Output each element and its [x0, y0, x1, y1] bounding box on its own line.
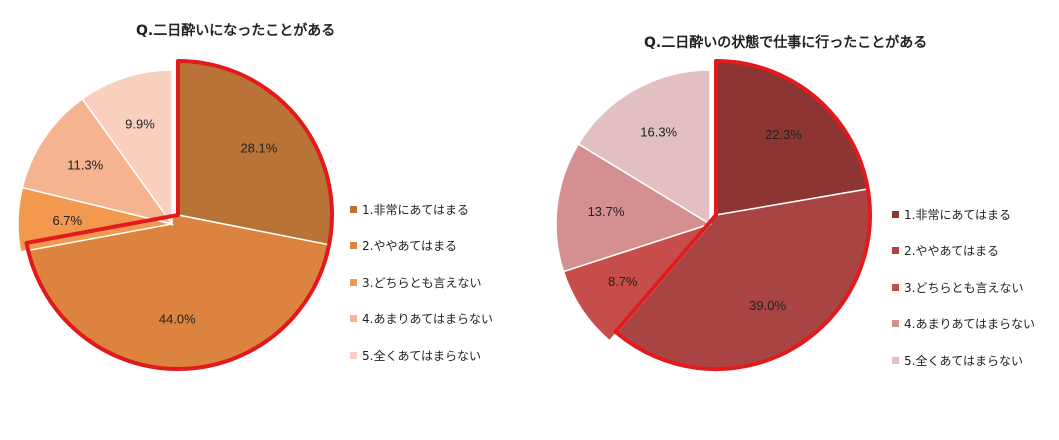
legend-label: 2.ややあてはまる: [362, 239, 457, 253]
legend-label: 3.どちらとも言えない: [362, 275, 482, 290]
legend-label: 1.非常にあてはまる: [904, 207, 1011, 222]
data-label: 11.3%: [67, 157, 103, 172]
data-label: 28.1%: [240, 141, 277, 156]
legend-swatch: [350, 351, 357, 359]
pie-slice-4: [555, 142, 712, 273]
data-label: 6.7%: [52, 213, 82, 228]
legend-label: 4.あまりあてはまらない: [362, 312, 493, 326]
legend-swatch: [892, 356, 899, 364]
chart-title: Q.二日酔いになったことがある: [136, 23, 336, 39]
data-label: 16.3%: [640, 125, 677, 140]
legend-item: 4.あまりあてはまらない: [350, 311, 493, 327]
data-label: 13.7%: [588, 204, 625, 219]
legend-swatch: [350, 278, 357, 286]
legend: 1.非常にあてはまる 2.ややあてはまる 3.どちらとも言えない 4.あまりあてはまら…: [892, 206, 1035, 389]
legend-item: 2.ややあてはまる: [350, 238, 493, 254]
legend: 1.非常にあてはまる 2.ややあてはまる 3.どちらとも言えない 4.あまりあてはまら…: [350, 201, 493, 384]
legend-swatch: [892, 283, 899, 291]
legend-item: 5.全くあてはまらない: [350, 347, 493, 363]
legend-item: 1.非常にあてはまる: [350, 201, 493, 217]
legend-item: 3.どちらとも言えない: [350, 274, 493, 290]
pie-chart: 22.3% 39.0% 8.7% 13.7% 16.3%: [555, 59, 872, 371]
data-label: 22.3%: [765, 127, 802, 142]
pie-slice-5: [577, 69, 711, 226]
legend-item: 3.どちらとも言えない: [892, 279, 1035, 295]
legend-swatch: [892, 320, 899, 327]
data-label: 39.0%: [749, 298, 786, 313]
highlight-outline: [613, 59, 872, 371]
pie-slice-3: [562, 222, 713, 342]
legend-item: 4.あまりあてはまらない: [892, 316, 1035, 332]
highlight-outline: [24, 59, 334, 371]
legend-item: 5.全くあてはまらない: [892, 352, 1035, 368]
legend-swatch: [892, 210, 899, 218]
legend-swatch: [350, 205, 357, 213]
legend-swatch: [892, 247, 899, 254]
legend-swatch: [350, 242, 357, 249]
legend-label: 2.ややあてはまる: [904, 244, 999, 258]
legend-swatch: [350, 315, 357, 322]
pie-slice-5: [81, 69, 173, 227]
legend-item: 1.非常にあてはまる: [892, 206, 1035, 222]
data-label: 9.9%: [125, 116, 155, 131]
legend-label: 3.どちらとも言えない: [904, 280, 1024, 295]
data-label: 8.7%: [608, 274, 638, 289]
chart-title: Q.二日酔いの状態で仕事に行ったことがある: [644, 35, 928, 51]
data-label: 44.0%: [159, 312, 196, 327]
legend-label: 4.あまりあてはまらない: [904, 317, 1035, 331]
legend-item: 2.ややあてはまる: [892, 243, 1035, 259]
chart-panel-2: Q.二日酔いの状態で仕事に行ったことがある 22.3% 39.0% 8.7% 13.7…: [530, 0, 1059, 440]
legend-label: 5.全くあてはまらない: [904, 353, 1023, 368]
legend-label: 1.非常にあてはまる: [362, 202, 469, 217]
chart-panel-1: Q.二日酔いになったことがある 28.1% 44.0% 6.7% 11.3% 9.9% …: [17, 23, 493, 384]
pie-chart: 28.1% 44.0% 6.7% 11.3% 9.9%: [17, 59, 334, 371]
legend-label: 5.全くあてはまらない: [362, 348, 481, 363]
pie-slice-4: [21, 97, 174, 226]
